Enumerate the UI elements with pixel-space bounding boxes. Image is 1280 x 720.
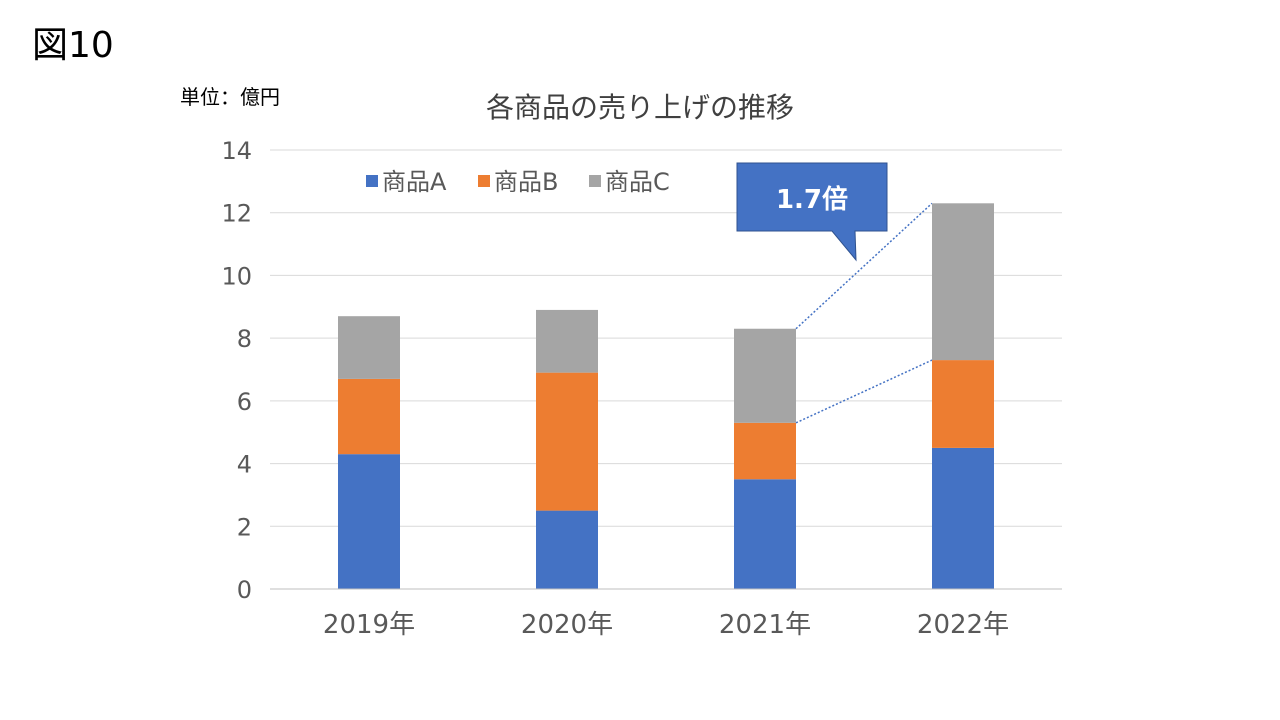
bar-segment — [536, 309, 598, 373]
bar-segment — [734, 328, 796, 423]
bar-segment — [734, 422, 796, 480]
bar-segment — [932, 360, 994, 448]
legend-swatch — [589, 175, 601, 187]
y-tick-label: 0 — [237, 576, 252, 604]
legend-label: 商品C — [605, 168, 670, 196]
x-tick-label: 2020年 — [521, 610, 613, 640]
bar-segment — [536, 372, 598, 511]
legend-label: 商品A — [382, 168, 447, 196]
connector-lines — [795, 202, 933, 424]
bar-segment — [932, 203, 994, 361]
bar-segment — [932, 447, 994, 589]
y-axis-ticks: 0 2 4 6 8 10 12 14 — [221, 137, 252, 604]
bar-segment — [338, 378, 400, 455]
y-tick-label: 14 — [221, 137, 252, 165]
y-tick-label: 6 — [237, 388, 252, 416]
y-tick-label: 2 — [237, 513, 252, 541]
y-tick-label: 4 — [237, 451, 252, 479]
y-tick-label: 12 — [221, 200, 252, 228]
chart-title: 各商品の売り上げの推移 — [486, 91, 794, 124]
figure-label: 図10 — [32, 25, 114, 66]
bar-segment — [338, 454, 400, 589]
bar-segment — [338, 316, 400, 379]
bars — [338, 203, 994, 589]
y-tick-label: 8 — [237, 325, 252, 353]
legend: 商品A 商品B 商品C — [366, 168, 670, 196]
legend-swatch — [366, 175, 378, 187]
legend-label: 商品B — [494, 168, 558, 196]
connector-line — [795, 202, 933, 330]
callout-text: 1.7倍 — [776, 184, 848, 215]
callout-shape — [736, 162, 888, 262]
gridlines — [270, 149, 1062, 527]
unit-label: 単位：億円 — [180, 85, 280, 109]
bar-segment — [734, 479, 796, 589]
x-tick-label: 2022年 — [917, 610, 1009, 640]
connector-line — [795, 359, 933, 424]
x-axis-ticks: 2019年 2020年 2021年 2022年 — [323, 610, 1009, 640]
x-tick-label: 2019年 — [323, 610, 415, 640]
y-tick-label: 10 — [221, 262, 252, 290]
legend-swatch — [478, 175, 490, 187]
bar-segment — [536, 510, 598, 589]
callout: 1.7倍 — [736, 162, 888, 262]
x-tick-label: 2021年 — [719, 610, 811, 640]
